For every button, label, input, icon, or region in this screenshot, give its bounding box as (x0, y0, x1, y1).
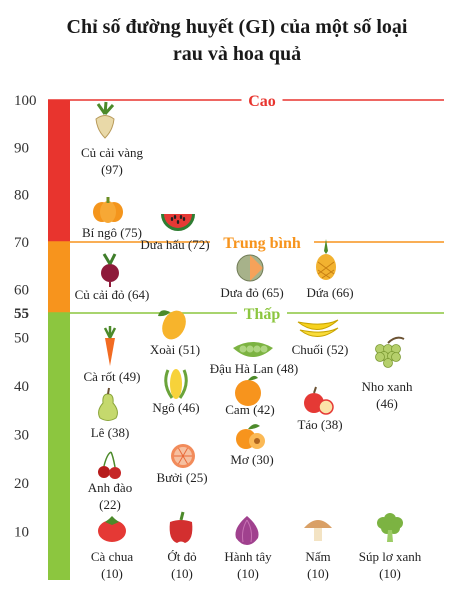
item-label: Dứa (66) (306, 285, 353, 300)
grapefruit-icon (171, 444, 195, 468)
item-label: Bí ngô (75) (82, 225, 142, 240)
item-value: (10) (237, 566, 259, 581)
item-label: Hành tây (224, 549, 272, 564)
item-label: Củ cải đỏ (64) (75, 287, 150, 302)
carrot-icon (103, 326, 117, 366)
y-tick-55: 55 (14, 306, 29, 322)
item-label: Củ cải vàng (81, 145, 144, 160)
apple-icon (304, 386, 334, 415)
zone-bar-trung-bình (48, 242, 70, 313)
item-value: (10) (379, 566, 401, 581)
zone-label-bg (241, 90, 283, 110)
pear-icon (98, 387, 118, 421)
cherry-icon (98, 451, 121, 479)
title-line-2: rau và hoa quả (172, 43, 302, 65)
item-label: Súp lơ xanh (359, 549, 422, 564)
y-tick-30: 30 (14, 427, 29, 443)
y-tick-70: 70 (14, 235, 29, 251)
y-tick-20: 20 (14, 476, 29, 492)
y-tick-80: 80 (14, 188, 29, 204)
item-value: (22) (99, 497, 121, 512)
item-label: Ớt đỏ (167, 549, 196, 564)
tomato-icon (98, 516, 126, 542)
item-label: Cà chua (91, 549, 133, 564)
item-label: Chuối (52) (292, 342, 349, 357)
item-value: (10) (101, 566, 123, 581)
item-label: Lê (38) (91, 425, 130, 440)
mushroom-icon (304, 520, 332, 541)
grapes-icon (375, 336, 405, 368)
item-label: Nho xanh (362, 379, 413, 394)
watermelon-icon (161, 214, 195, 231)
y-tick-90: 90 (14, 140, 29, 156)
broccoli-icon (377, 513, 403, 542)
chart-title: Chỉ số đường huyết (GI) của một số loại … (0, 14, 474, 68)
orange-icon (235, 375, 261, 406)
y-tick-60: 60 (14, 282, 29, 298)
item-value: (10) (171, 566, 193, 581)
zone-label-0: Cao (248, 93, 276, 110)
zone-label-2: Thấp (244, 306, 281, 323)
item-value: (46) (376, 396, 398, 411)
zone-bar-cao (48, 100, 70, 242)
y-tick-100: 100 (14, 93, 37, 109)
zone-label-bg (210, 232, 314, 252)
peas-icon (233, 342, 273, 357)
pepper-icon (169, 511, 193, 543)
zone-bar-thấp (48, 313, 70, 580)
melon-icon (236, 254, 264, 282)
zone-label-bg (237, 303, 287, 323)
item-label: Đậu Hà Lan (48) (210, 361, 298, 376)
y-tick-50: 50 (14, 330, 29, 346)
parsnip-icon (95, 101, 115, 139)
item-value: (10) (307, 566, 329, 581)
item-label: Anh đào (88, 480, 132, 495)
pumpkin-icon (93, 197, 123, 223)
corn-icon (164, 369, 188, 399)
item-label: Dưa hấu (72) (140, 237, 209, 252)
item-value: (97) (101, 162, 123, 177)
item-label: Cà rốt (49) (83, 369, 140, 384)
item-label: Cam (42) (225, 402, 274, 417)
title-line-1: Chỉ số đường huyết (GI) của một số loại (66, 16, 408, 38)
y-tick-40: 40 (14, 379, 29, 395)
item-label: Nấm (305, 549, 330, 564)
pineapple-icon (316, 239, 336, 280)
item-label: Táo (38) (297, 417, 342, 432)
zone-label-1: Trung bình (223, 235, 301, 252)
beetroot-icon (101, 253, 119, 287)
item-label: Bưởi (25) (156, 470, 207, 485)
item-label: Dưa đỏ (65) (220, 285, 283, 300)
banana-icon (297, 319, 339, 337)
item-label: Ngô (46) (152, 400, 199, 415)
apricot-icon (236, 424, 265, 449)
onion-icon (235, 516, 259, 545)
item-label: Mơ (30) (230, 452, 273, 467)
mango-icon (158, 310, 186, 340)
item-label: Xoài (51) (150, 342, 200, 357)
y-tick-10: 10 (14, 524, 29, 540)
